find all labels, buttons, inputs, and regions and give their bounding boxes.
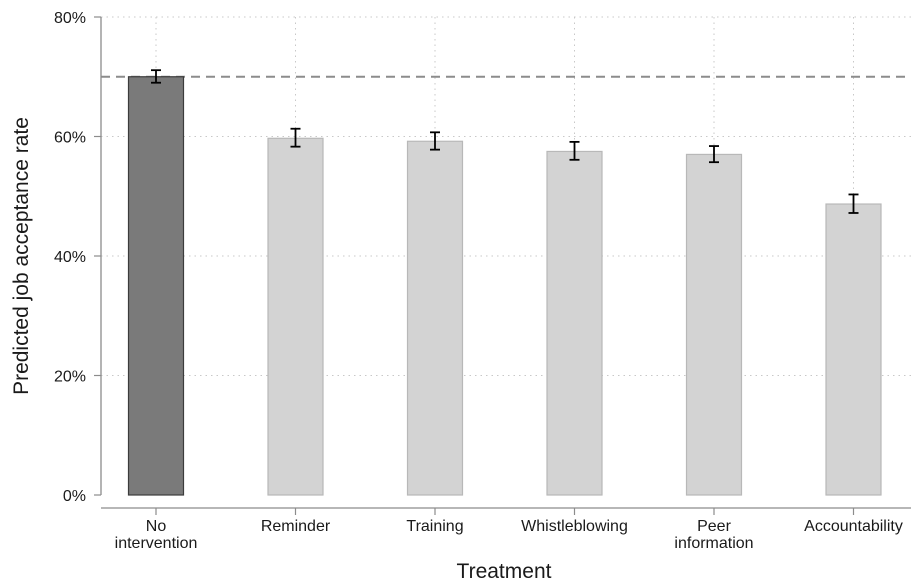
- error-bar: [848, 193, 859, 214]
- bar: [406, 140, 464, 496]
- bar: [685, 153, 743, 496]
- error-bar: [709, 145, 719, 164]
- error-bar: [290, 127, 301, 148]
- x-tick-label: Peer: [697, 518, 731, 535]
- x-tick-label: Accountability: [804, 518, 903, 535]
- x-axis-title: Treatment: [457, 560, 552, 583]
- y-tick-label: 0%: [63, 488, 86, 505]
- y-tick-label: 60%: [54, 130, 86, 147]
- error-bar: [151, 69, 161, 84]
- x-tick-label: Training: [406, 518, 463, 535]
- error-bars: [151, 69, 859, 214]
- gridlines: [101, 16, 911, 495]
- bar: [546, 150, 603, 496]
- bars: [127, 76, 882, 496]
- bar: [127, 76, 185, 496]
- bar: [825, 203, 882, 496]
- x-tick-label: Whistleblowing: [521, 518, 628, 535]
- y-tick-label: 40%: [54, 249, 86, 266]
- error-bar: [569, 140, 580, 161]
- bar: [267, 137, 324, 496]
- y-tick-label: 80%: [54, 10, 86, 27]
- error-bar: [430, 131, 440, 151]
- x-tick-label: information: [674, 535, 753, 552]
- x-tick-label: Reminder: [261, 518, 331, 535]
- axes: [100, 17, 911, 509]
- y-axis-title: Predicted job acceptance rate: [10, 117, 33, 395]
- x-tick-label: No: [146, 518, 167, 535]
- y-ticks: 0% 20% 40% 60% 80%: [54, 10, 101, 505]
- y-tick-label: 20%: [54, 369, 86, 386]
- x-tick-label: intervention: [115, 535, 198, 552]
